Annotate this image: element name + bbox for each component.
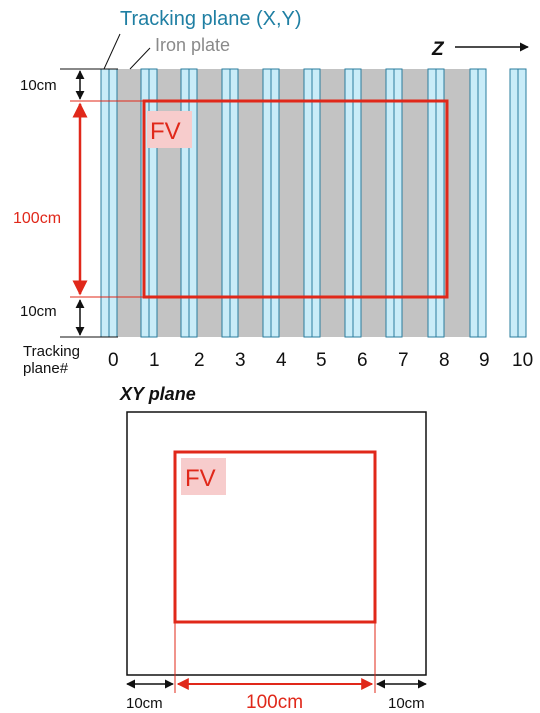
tracking-plane-8-y [435,68,445,338]
plane-number-1: 1 [149,350,160,371]
plane-caption-line1: Tracking [23,343,80,360]
xy-outer-boundary [126,411,427,676]
tracking-plane-4-y [270,68,280,338]
tracking-plane-leader [103,33,121,70]
plane-number-10: 10 [512,350,533,371]
tracking-plane-3-y [229,68,239,338]
plane-caption-line2: plane# [23,360,69,377]
tracking-plane-1-y [148,68,158,338]
xy-plane-title: XY plane [119,384,196,404]
xy-view: XY plane FV 10cm 100cm 10cm [119,384,427,713]
iron-plate-label: Iron plate [155,35,230,55]
plane-number-4: 4 [276,350,287,371]
tracking-plane-6-y [352,68,362,338]
fv-box-xy [173,450,377,624]
plane-number-0: 0 [108,350,119,371]
dim-middle-label: 100cm [13,210,61,227]
dim-top-label: 10cm [20,77,57,94]
dim-bottom-label: 10cm [20,303,57,320]
fv-label-side: FV [150,118,181,145]
tracking-plane-10-x [509,68,519,338]
xy-dim-middle-label: 100cm [246,692,303,713]
plane-number-6: 6 [357,350,368,371]
tracking-plane-10-y [517,68,527,338]
tracking-plane-7-y [393,68,403,338]
xy-dim-right-label: 10cm [388,695,425,712]
tracking-plane-label: Tracking plane (X,Y) [120,8,302,30]
fv-box-side [142,99,449,299]
xy-dim-left-label: 10cm [126,695,163,712]
fv-label-xy: FV [185,465,216,492]
side-view: Tracking plane (X,Y) Iron plate Z 10cm 1… [13,8,533,377]
plane-number-7: 7 [398,350,409,371]
tracking-plane-2-y [188,68,198,338]
plane-number-8: 8 [439,350,450,371]
fv-label-background [147,111,192,148]
tracking-plane-5-y [311,68,321,338]
plane-number-2: 2 [194,350,205,371]
plane-number-5: 5 [316,350,327,371]
tracking-plane-9-x [469,68,479,338]
tracking-planes [100,68,527,338]
fv-label-background-xy [181,458,226,495]
tracking-plane-9-y [477,68,487,338]
plane-number-9: 9 [479,350,490,371]
plane-number-3: 3 [235,350,246,371]
plane-number-row: 0 1 2 3 4 5 6 7 8 9 10 [108,350,533,371]
z-axis-label: Z [431,39,445,60]
iron-plate-leader [129,47,151,70]
